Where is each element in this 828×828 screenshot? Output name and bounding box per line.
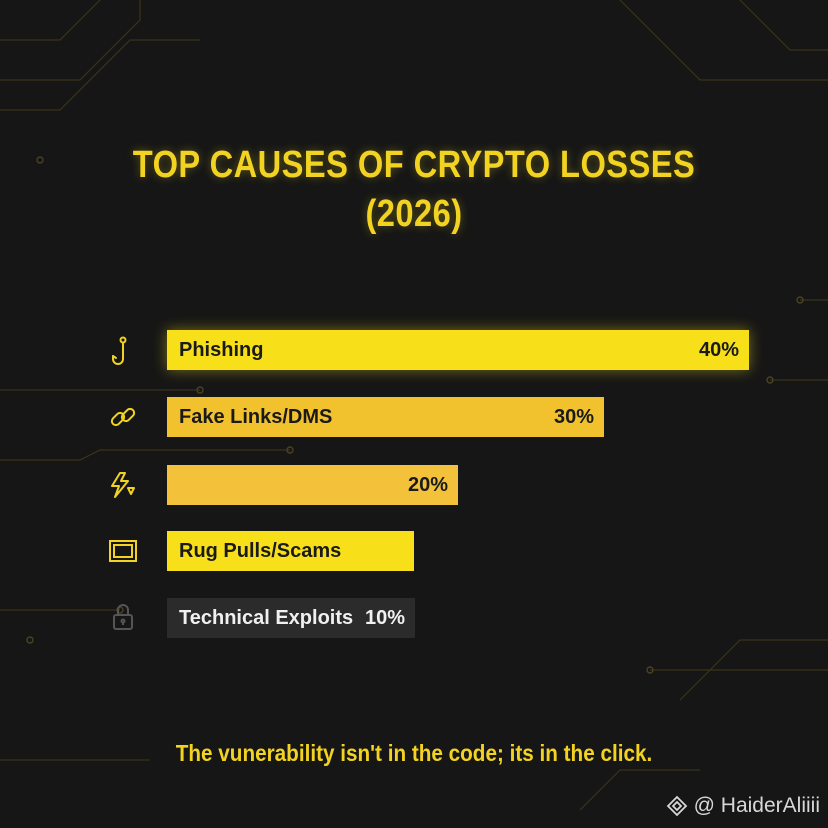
bar-label-rug-pulls: Rug Pulls/Scams bbox=[179, 540, 342, 562]
bar-technical-exploits: Technical Exploits 10% bbox=[167, 598, 415, 638]
chart-title-line-1: TOP CAUSES OF CRYPTO LOSSES bbox=[132, 144, 696, 186]
bar-value-unlabeled: 20% bbox=[407, 474, 448, 496]
bar-label-phishing: Phishing bbox=[179, 339, 264, 361]
bar-rug-pulls: Rug Pulls/Scams bbox=[167, 531, 414, 571]
bar-unlabeled: 20% bbox=[167, 465, 458, 505]
bar-fake-links: Fake Links/DMS 30% bbox=[167, 397, 604, 437]
bar-value-phishing: 40% bbox=[698, 339, 739, 361]
diamond-logo-icon bbox=[666, 795, 687, 817]
bar-value-fake-links: 30% bbox=[553, 406, 594, 428]
bar-label-fake-links: Fake Links/DMS bbox=[179, 406, 333, 428]
footer-tagline: The vunerability isn't in the code; its … bbox=[175, 740, 653, 766]
hook-icon bbox=[112, 336, 127, 365]
lock-icon bbox=[113, 604, 133, 630]
watermark: @ HaiderAliiii bbox=[666, 794, 820, 818]
bar-phishing: Phishing 40% bbox=[167, 330, 749, 370]
chart-title-line-2: (2026) bbox=[365, 193, 463, 235]
frame-icon bbox=[109, 540, 137, 562]
bar-value-technical-exploits: 10% bbox=[364, 607, 405, 629]
bar-label-technical-exploits: Technical Exploits bbox=[179, 607, 354, 629]
link-icon bbox=[110, 407, 136, 427]
lightning-icon bbox=[111, 472, 135, 498]
watermark-handle: @ HaiderAliiii bbox=[693, 794, 820, 817]
